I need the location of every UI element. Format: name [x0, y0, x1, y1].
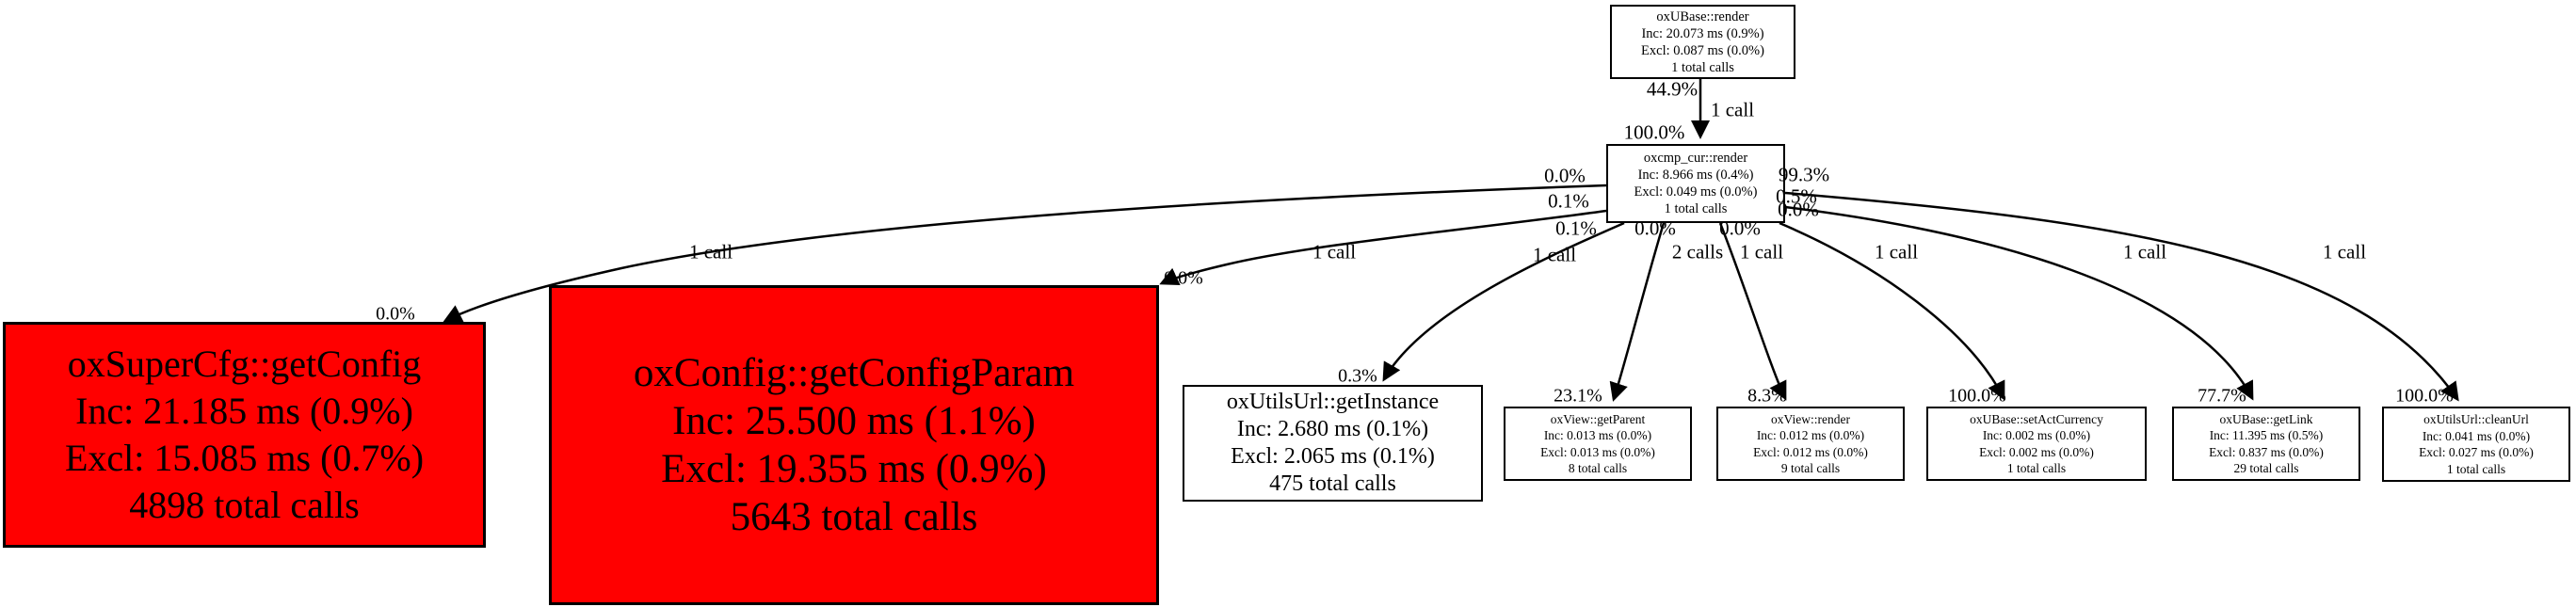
node-title: oxUtilsUrl::cleanUrl — [2423, 412, 2529, 426]
edge-oxcmp-to-getconfig — [443, 184, 1607, 323]
edge-tail-pct: 0.5% — [1776, 184, 1817, 208]
node-total-calls: 9 total calls — [1780, 461, 1841, 475]
node-oxview-render: oxView::render Inc: 0.012 ms (0.0%) Excl… — [1716, 407, 1905, 481]
edge-call-count: 1 call — [1532, 243, 1577, 266]
edge-call-count: 1 call — [1312, 240, 1357, 264]
node-oxsupercfg-getconfig: oxSuperCfg::getConfig Inc: 21.185 ms (0.… — [3, 322, 486, 548]
node-title: oxUBase::render — [1656, 8, 1749, 24]
node-inclusive-time: Inc: 21.185 ms (0.9%) — [75, 390, 413, 432]
node-exclusive-time: Excl: 0.013 ms (0.0%) — [1540, 444, 1655, 459]
edge-call-count: 1 call — [2322, 240, 2367, 264]
edge-oxcmp-to-getparent — [1609, 222, 1666, 402]
node-inclusive-time: Inc: 25.500 ms (1.1%) — [672, 399, 1036, 443]
node-exclusive-time: Excl: 0.087 ms (0.0%) — [1641, 42, 1764, 58]
edge-oxcmp-to-getconfigparam — [1159, 209, 1607, 285]
edge-oxcmp-to-getlink — [1784, 205, 2254, 401]
node-inclusive-time: Inc: 0.012 ms (0.0%) — [1756, 428, 1865, 442]
node-total-calls: 1 total calls — [1671, 59, 1734, 75]
node-exclusive-time: Excl: 2.065 ms (0.1%) — [1231, 444, 1435, 469]
edge-call-count: 1 call — [2122, 240, 2167, 264]
edge-head-pct: 0.3% — [1338, 365, 1377, 387]
node-title: oxConfig::getConfigParam — [633, 351, 1075, 395]
edge-call-count: 1 call — [1710, 98, 1755, 121]
node-inclusive-time: Inc: 0.041 ms (0.0%) — [2422, 428, 2531, 443]
edge-call-count: 1 call — [1739, 240, 1784, 264]
edge-head-pct: 8.3% — [1747, 385, 1787, 407]
node-title: oxView::render — [1771, 411, 1850, 426]
node-exclusive-time: Excl: 0.027 ms (0.0%) — [2419, 445, 2534, 459]
edge-head-pct: 100.0% — [1948, 385, 2006, 407]
edge-oxcmp-to-setactcurrency — [1779, 221, 2005, 401]
node-exclusive-time: Excl: 15.085 ms (0.7%) — [64, 437, 425, 479]
node-oxutilsurl-getinstance: oxUtilsUrl::getInstance Inc: 2.680 ms (0… — [1183, 385, 1483, 502]
node-exclusive-time: Excl: 0.002 ms (0.0%) — [1979, 444, 2094, 459]
node-total-calls: 8 total calls — [1568, 461, 1628, 475]
node-inclusive-time: Inc: 11.395 ms (0.5%) — [2209, 428, 2324, 442]
edge-tail-pct: 0.0% — [1719, 216, 1761, 240]
node-title: oxUtilsUrl::getInstance — [1226, 390, 1440, 414]
edge-head-pct: 100.0% — [1623, 120, 1685, 144]
node-total-calls: 5643 total calls — [730, 495, 978, 539]
node-oxubase-setactcurrency: oxUBase::setActCurrency Inc: 0.002 ms (0… — [1926, 407, 2147, 481]
node-total-calls: 475 total calls — [1269, 471, 1396, 496]
node-exclusive-time: Excl: 19.355 ms (0.9%) — [661, 447, 1047, 491]
edge-call-count: 2 calls — [1671, 240, 1724, 264]
node-inclusive-time: Inc: 8.966 ms (0.4%) — [1637, 168, 1754, 183]
edge-head-pct: 100.0% — [2395, 385, 2454, 407]
node-oxubase-render: oxUBase::render Inc: 20.073 ms (0.9%) Ex… — [1610, 5, 1795, 79]
edge-tail-pct: 0.1% — [1548, 189, 1589, 213]
node-exclusive-time: Excl: 0.837 ms (0.0%) — [2209, 444, 2324, 459]
edge-oxcmp-to-getinstance — [1382, 221, 1625, 382]
node-inclusive-time: Inc: 0.002 ms (0.0%) — [1982, 428, 2091, 442]
node-title: oxSuperCfg::getConfig — [67, 343, 422, 385]
node-title: oxcmp_cur::render — [1643, 151, 1748, 166]
edge-head-pct: 23.1% — [1554, 385, 1602, 407]
edge-head-pct: 0.0% — [1164, 267, 1203, 289]
edge-tail-pct: 44.9% — [1646, 77, 1699, 101]
node-total-calls: 4898 total calls — [129, 484, 360, 526]
node-inclusive-time: Inc: 2.680 ms (0.1%) — [1236, 417, 1429, 441]
node-title: oxUBase::setActCurrency — [1970, 411, 2103, 426]
edge-head-pct: 0.0% — [376, 303, 415, 325]
node-total-calls: 1 total calls — [1664, 201, 1728, 216]
node-total-calls: 1 total calls — [2006, 461, 2067, 475]
edge-tail-pct: 0.0% — [1634, 216, 1676, 240]
edge-call-count: 1 call — [688, 240, 733, 264]
edge-oxcmp-to-cleanurl — [1784, 191, 2459, 402]
edge-oxcmp-to-oxview-render — [1718, 222, 1787, 401]
node-title: oxView::getParent — [1550, 411, 1646, 426]
node-inclusive-time: Inc: 20.073 ms (0.9%) — [1641, 25, 1764, 41]
edge-head-pct: 77.7% — [2198, 385, 2246, 407]
node-total-calls: 1 total calls — [2446, 461, 2506, 476]
edge-tail-pct: 0.0% — [1544, 164, 1586, 187]
node-title: oxUBase::getLink — [2219, 411, 2313, 426]
edge-call-count: 1 call — [1874, 240, 1919, 264]
node-total-calls: 29 total calls — [2233, 461, 2299, 475]
edge-tail-pct: 99.3% — [1778, 163, 1830, 186]
node-oxconfig-getconfigparam: oxConfig::getConfigParam Inc: 25.500 ms … — [549, 285, 1159, 605]
node-oxubase-getlink: oxUBase::getLink Inc: 11.395 ms (0.5%) E… — [2172, 407, 2360, 481]
node-exclusive-time: Excl: 0.049 ms (0.0%) — [1634, 184, 1758, 200]
node-exclusive-time: Excl: 0.012 ms (0.0%) — [1753, 444, 1868, 459]
edge-tail-pct: 0.0% — [1778, 198, 1819, 221]
node-inclusive-time: Inc: 0.013 ms (0.0%) — [1543, 428, 1652, 442]
node-oxcmp-cur-render: oxcmp_cur::render Inc: 8.966 ms (0.4%) E… — [1606, 144, 1785, 223]
edge-tail-pct: 0.1% — [1555, 216, 1597, 240]
node-oxview-getparent: oxView::getParent Inc: 0.013 ms (0.0%) E… — [1504, 407, 1692, 481]
node-oxutilsurl-cleanurl: oxUtilsUrl::cleanUrl Inc: 0.041 ms (0.0%… — [2382, 407, 2570, 482]
